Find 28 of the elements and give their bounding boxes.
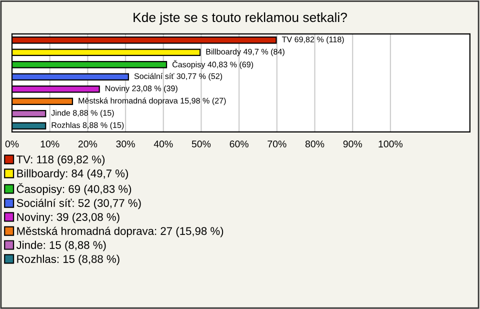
- x-tick-label: 30%: [116, 140, 135, 148]
- chart-title: Kde jste se s touto reklamou setkali?: [134, 12, 347, 25]
- data-label: Billboardy 49,7 % (84): [206, 48, 284, 56]
- data-label: Sociální síť 30,77 % (52): [134, 73, 222, 81]
- x-tick-label: 40%: [154, 140, 173, 148]
- legend-label: Billboardy: 84 (49,7 %): [17, 169, 128, 180]
- data-label: TV 69,82 % (118): [282, 36, 344, 44]
- data-label: Časopisy 40,83 % (69): [172, 60, 254, 69]
- x-tick-label: 70%: [268, 140, 286, 148]
- data-label: Rozhlas 8,88 % (15): [52, 122, 124, 130]
- x-tick-label: 100%: [378, 140, 403, 148]
- legend-label: Rozhlas: 15 (8,88 %): [17, 254, 120, 266]
- data-label: Městská hromadná doprava 15,98 % (27): [78, 98, 226, 106]
- legend-label: Sociální síť: 52 (30,77 %): [16, 198, 141, 210]
- legend-label: Jinde: 15 (8,88 %): [16, 240, 106, 252]
- x-tick-label: 50%: [192, 140, 211, 148]
- x-tick-label: 90%: [343, 140, 362, 148]
- data-label: Noviny 23,08 % (39): [106, 85, 178, 93]
- legend-label: Noviny: 39 (23,08 %): [17, 212, 120, 224]
- x-tick-label: 10%: [40, 140, 60, 148]
- x-tick-label: 0%: [5, 140, 19, 148]
- x-tick-label: 20%: [78, 140, 98, 148]
- legend-label: Městská hromadná doprava: 27 (15,98 %): [17, 226, 224, 238]
- legend-label: Časopisy: 69 (40,83 %): [16, 183, 132, 196]
- x-tick-label: 80%: [305, 140, 324, 148]
- data-label: Jinde 8,88 % (15): [51, 110, 114, 118]
- legend-label: TV: 118 (69,82 %): [16, 155, 105, 166]
- x-tick-label: 60%: [230, 140, 248, 148]
